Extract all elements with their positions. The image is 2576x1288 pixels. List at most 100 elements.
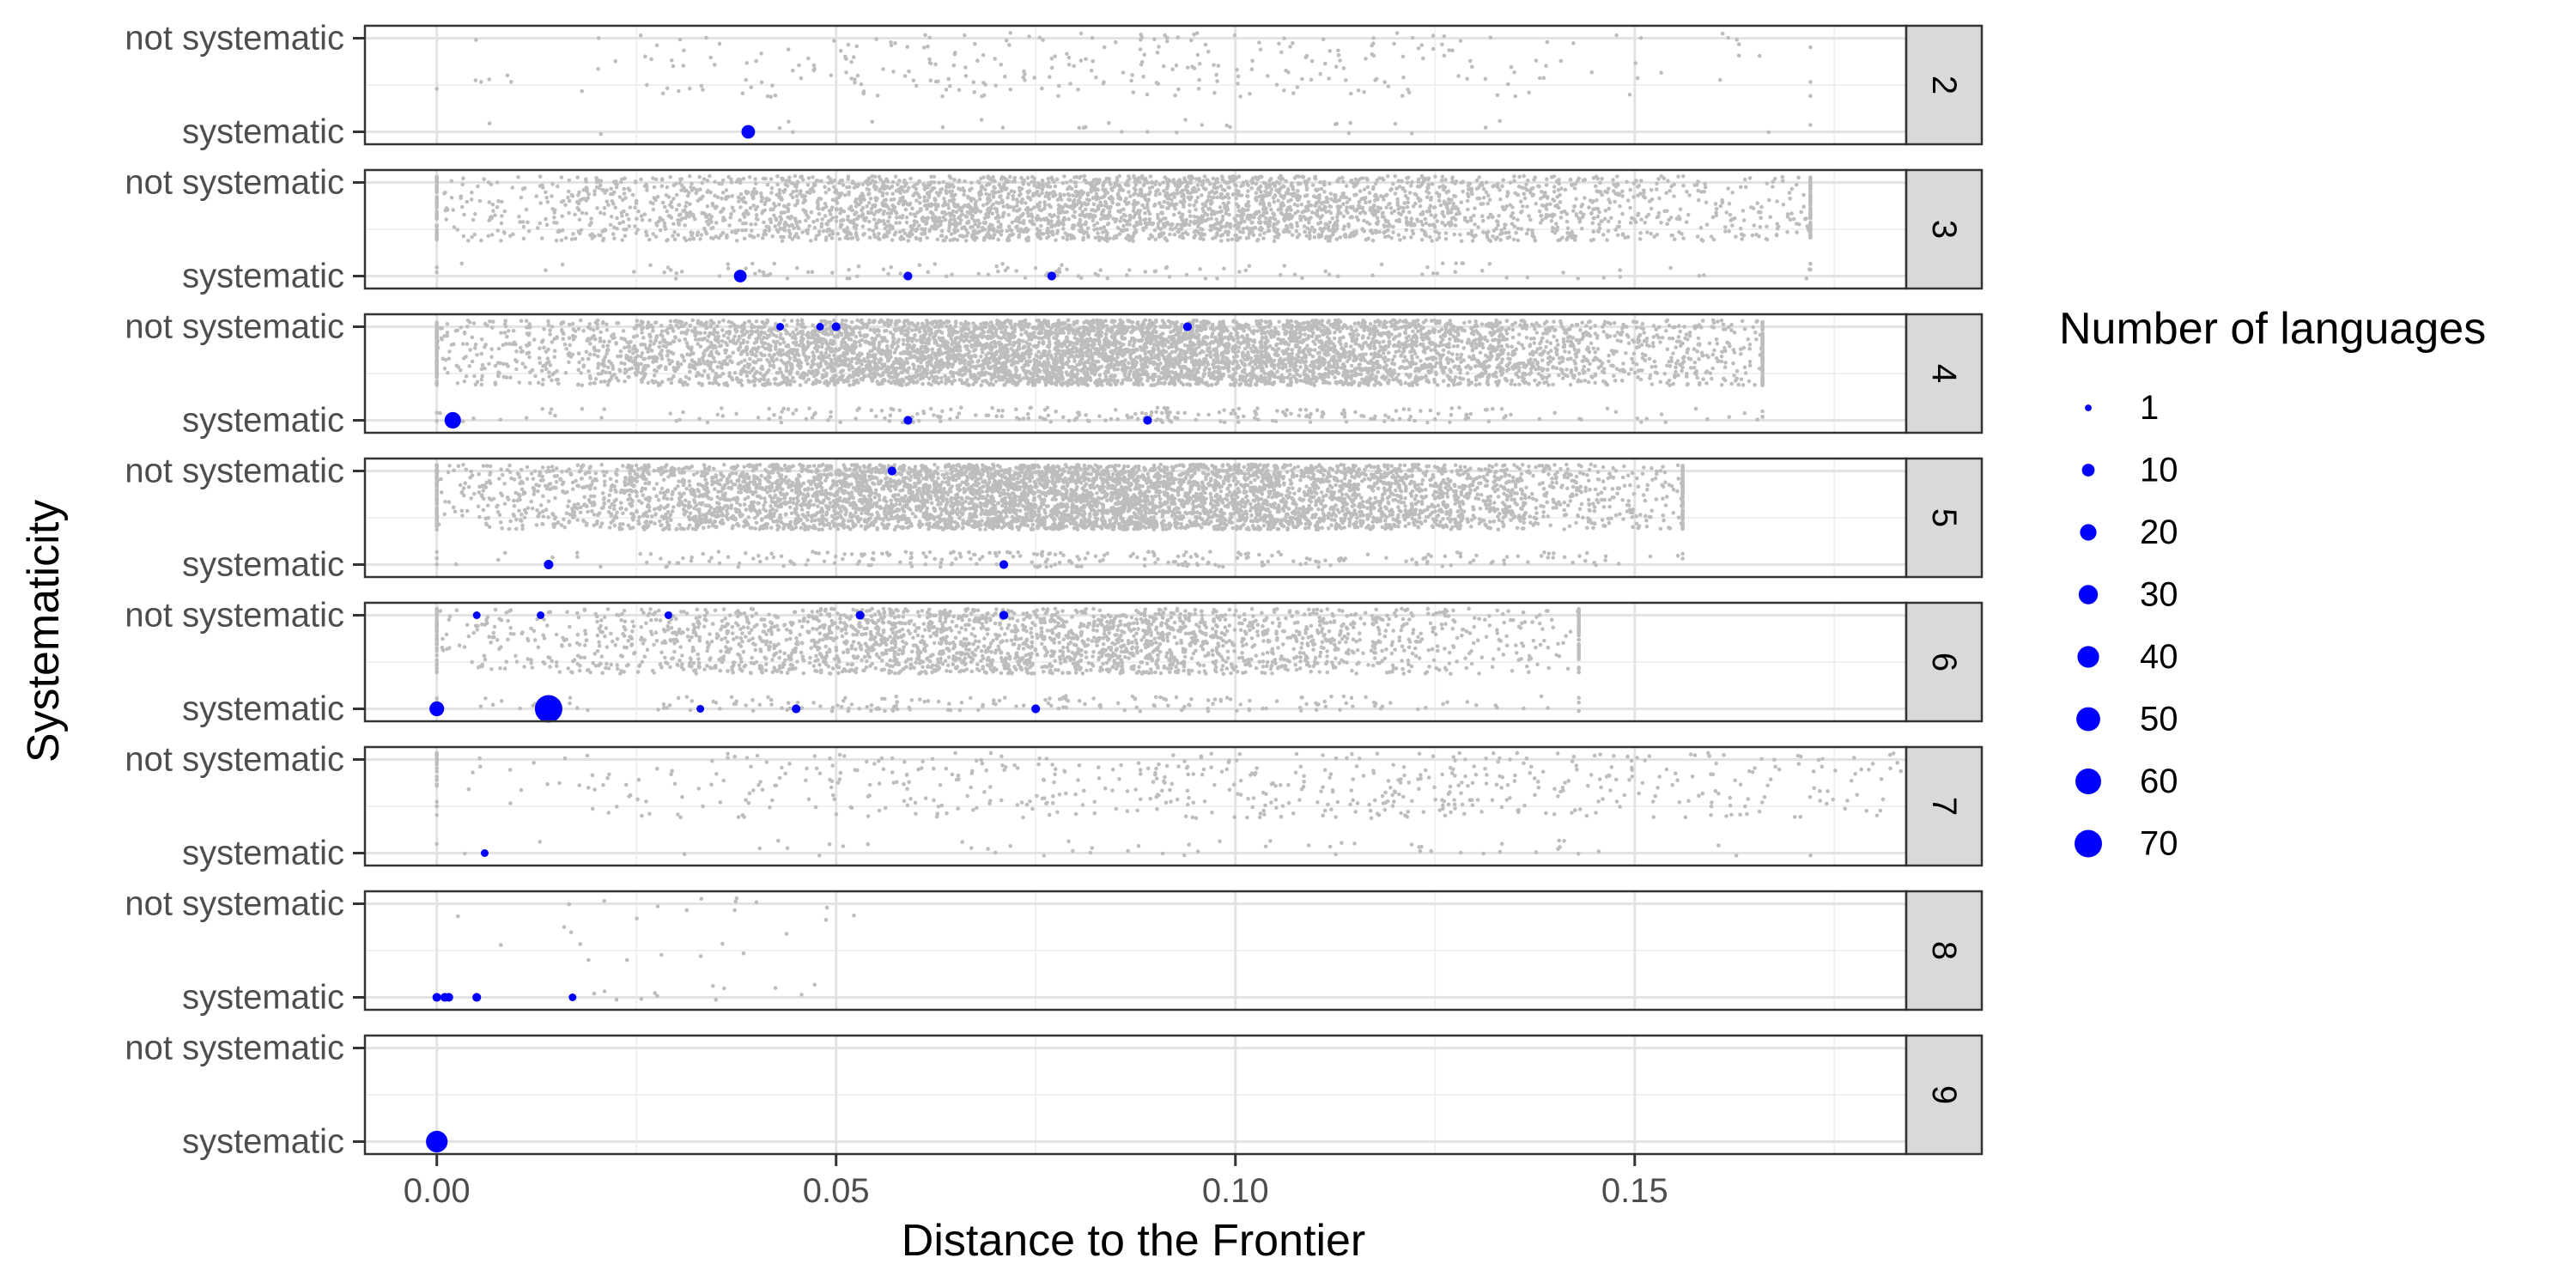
background-point [1700, 319, 1705, 323]
background-point [1780, 174, 1785, 179]
background-point [1646, 212, 1651, 217]
background-point [1397, 217, 1401, 222]
background-point [1224, 222, 1230, 226]
background-point [1127, 213, 1133, 218]
background-point [1024, 237, 1029, 241]
background-point [1078, 31, 1084, 36]
background-point [1276, 207, 1281, 212]
background-point [1109, 204, 1113, 210]
background-point [708, 55, 713, 60]
background-point [540, 382, 545, 387]
background-point [739, 197, 744, 202]
background-point [842, 193, 848, 197]
background-point [738, 205, 743, 210]
background-point [1440, 42, 1444, 47]
background-point [1476, 225, 1480, 229]
background-point [1372, 203, 1376, 208]
background-point [1168, 227, 1173, 231]
background-point [559, 199, 564, 204]
background-point [489, 347, 494, 351]
background-point [1056, 83, 1061, 88]
background-point [943, 200, 947, 204]
background-point [1808, 183, 1813, 187]
background-point [693, 217, 697, 222]
background-point [1541, 194, 1546, 199]
background-point [902, 231, 908, 236]
background-point [1681, 236, 1686, 240]
background-point [1162, 199, 1167, 204]
background-point [1334, 227, 1340, 231]
background-point [1373, 198, 1377, 203]
background-point [1261, 180, 1267, 185]
background-point [742, 215, 747, 219]
background-point [1254, 191, 1259, 196]
background-point [936, 217, 941, 222]
background-point [594, 176, 598, 180]
background-point [1143, 270, 1148, 274]
background-point [940, 210, 945, 216]
background-point [1312, 229, 1316, 234]
background-point [1156, 212, 1160, 217]
background-point [799, 194, 805, 198]
background-point [957, 207, 962, 212]
background-point [841, 183, 846, 187]
background-point [705, 190, 709, 194]
background-point [971, 229, 975, 234]
background-point [1142, 52, 1147, 57]
background-point [1001, 204, 1005, 209]
background-point [1416, 46, 1421, 51]
background-point [1467, 181, 1472, 186]
background-point [1664, 191, 1668, 195]
background-point [951, 197, 957, 202]
background-point [1000, 125, 1005, 130]
background-point [1089, 69, 1094, 73]
background-point [1574, 212, 1579, 216]
background-point [1119, 216, 1124, 220]
background-point [1245, 194, 1250, 198]
background-point [918, 238, 923, 242]
background-point [1423, 216, 1428, 222]
background-point [1484, 180, 1489, 185]
background-point [1292, 176, 1297, 180]
background-point [1257, 186, 1261, 191]
background-point [1766, 130, 1771, 135]
background-point [1297, 181, 1301, 185]
background-point [1269, 207, 1273, 212]
background-point [754, 213, 759, 217]
background-point [1289, 183, 1294, 188]
background-point [1188, 180, 1193, 185]
background-point [802, 197, 807, 203]
background-point [887, 215, 892, 220]
background-point [1133, 230, 1138, 235]
background-point [885, 219, 890, 224]
background-point [925, 235, 929, 240]
background-point [1072, 197, 1077, 203]
background-point [1423, 232, 1427, 237]
background-point [847, 185, 852, 190]
background-point [1388, 206, 1394, 210]
background-point [1443, 178, 1448, 182]
background-point [624, 227, 629, 232]
background-point [1808, 80, 1813, 84]
background-point [955, 222, 960, 226]
background-point [1143, 211, 1147, 216]
background-point [1352, 234, 1357, 238]
background-point [1201, 186, 1206, 191]
background-point [817, 229, 822, 234]
background-point [672, 230, 677, 234]
background-point [867, 219, 872, 224]
background-point [1181, 232, 1185, 236]
background-point [759, 195, 764, 199]
background-point [1360, 227, 1365, 231]
background-point [829, 180, 834, 185]
background-point [999, 233, 1004, 237]
background-point [1078, 206, 1083, 210]
background-point [614, 179, 618, 184]
background-point [649, 57, 653, 62]
background-point [935, 237, 940, 242]
background-point [671, 234, 675, 239]
background-point [575, 206, 580, 210]
background-point [1526, 178, 1530, 183]
background-point [1362, 187, 1367, 191]
background-point [665, 185, 670, 190]
